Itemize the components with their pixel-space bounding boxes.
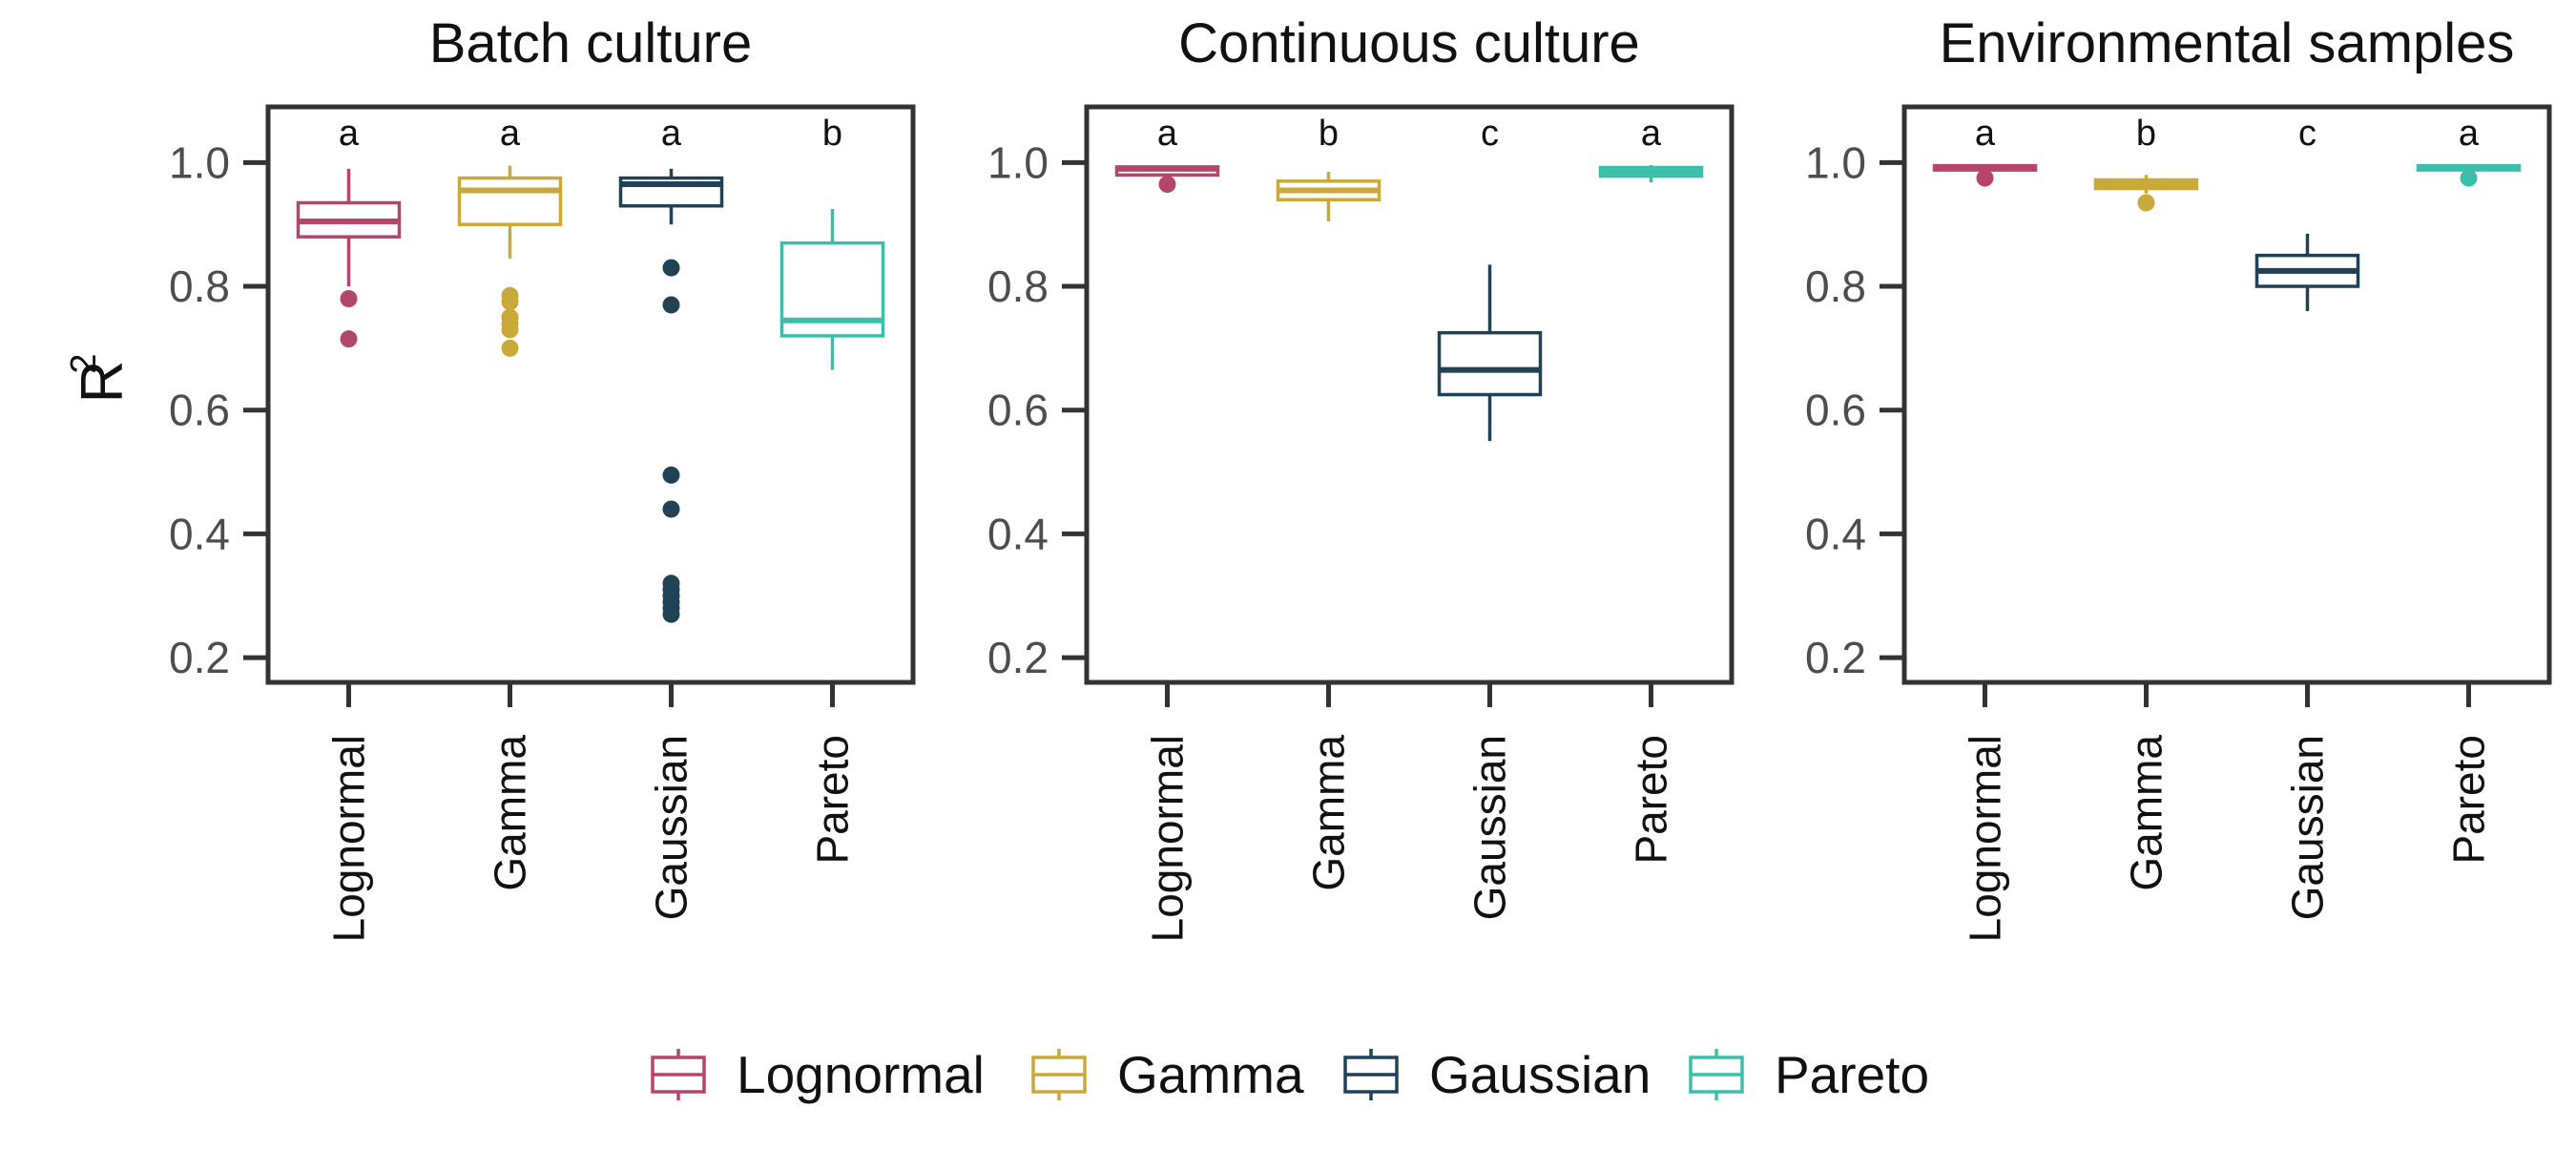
panel-continuous-culture-border bbox=[1084, 104, 1735, 685]
panel-batch-culture-ytick-label: 0.8 bbox=[169, 261, 230, 311]
panel-continuous-culture: Continuous culture 0.2 0.4 0.6 0.8 1.0 Lognorm… bbox=[987, 12, 1735, 942]
legend-item-lognormal: Lognormal bbox=[651, 1045, 985, 1104]
panel-batch-culture-gamma-outlier bbox=[501, 339, 519, 357]
panel-continuous-culture-gaussian-xtick-label: Gaussian bbox=[1465, 735, 1515, 920]
panel-continuous-culture-lognormal-outlier bbox=[1158, 176, 1176, 194]
panel-environmental-samples-gaussian-xtick-label: Gaussian bbox=[2283, 735, 2333, 920]
panel-environmental-samples-ytick-label: 1.0 bbox=[1805, 137, 1866, 187]
panel-batch-culture-border bbox=[265, 104, 916, 685]
panel-batch-culture-gaussian-outlier bbox=[662, 466, 680, 484]
panel-continuous-culture-lognormal-significance-letter: a bbox=[1157, 114, 1178, 154]
panel-environmental-samples: Environmental samples 0.2 0.4 0.6 0.8 1.0 Logn… bbox=[1805, 12, 2552, 942]
panel-batch-culture: Batch culture 0.2 0.4 0.6 0.8 1.0 Lognormal a Ga… bbox=[169, 12, 916, 942]
panel-batch-culture-ytick-label: 0.6 bbox=[169, 386, 230, 435]
panel-environmental-samples-lognormal-outlier bbox=[1976, 169, 1994, 187]
panel-batch-culture-gaussian-outlier bbox=[662, 259, 680, 277]
panel-continuous-culture-title: Continuous culture bbox=[1178, 12, 1640, 74]
legend-item-pareto: Pareto bbox=[1689, 1045, 1929, 1104]
legend-item-gaussian-label: Gaussian bbox=[1429, 1045, 1651, 1104]
panel-batch-culture-gamma-outlier bbox=[501, 293, 519, 311]
panel-batch-culture-gamma-significance-letter: a bbox=[500, 114, 521, 154]
panel-continuous-culture-ytick-label: 0.8 bbox=[987, 261, 1049, 311]
panel-batch-culture-lognormal-significance-letter: a bbox=[339, 114, 360, 154]
panel-continuous-culture-lognormal-xtick-label: Lognormal bbox=[1143, 735, 1193, 942]
panel-batch-culture-title: Batch culture bbox=[429, 12, 753, 74]
panel-environmental-samples-pareto-xtick-label: Pareto bbox=[2444, 735, 2494, 865]
panel-batch-culture-pareto-significance-letter: b bbox=[822, 114, 842, 154]
legend-item-gaussian: Gaussian bbox=[1343, 1045, 1651, 1104]
panel-environmental-samples-pareto-significance-letter: a bbox=[2459, 114, 2480, 154]
panel-environmental-samples-border bbox=[1901, 104, 2552, 685]
panel-batch-culture-lognormal-xtick-label: Lognormal bbox=[324, 735, 374, 942]
legend-item-gamma-label: Gamma bbox=[1117, 1045, 1304, 1104]
panel-environmental-samples-gamma-xtick-label: Gamma bbox=[2122, 735, 2171, 891]
panel-environmental-samples-gamma-outlier bbox=[2137, 194, 2155, 212]
panel-environmental-samples-ytick-label: 0.2 bbox=[1805, 633, 1866, 682]
panel-continuous-culture-pareto-significance-letter: a bbox=[1641, 114, 1662, 154]
legend-item-gamma: Gamma bbox=[1031, 1045, 1304, 1104]
panel-batch-culture-ytick-label: 0.2 bbox=[169, 633, 230, 682]
panel-environmental-samples-gaussian-significance-letter: c bbox=[2298, 114, 2316, 154]
panel-batch-culture-gaussian-outlier bbox=[662, 500, 680, 518]
panel-batch-culture-gaussian-significance-letter: a bbox=[661, 114, 682, 154]
panel-continuous-culture-gaussian-box bbox=[1437, 330, 1543, 397]
panel-environmental-samples-gamma-significance-letter: b bbox=[2136, 114, 2156, 154]
panel-batch-culture-gaussian-outlier bbox=[662, 605, 680, 623]
panel-environmental-samples-title: Environmental samples bbox=[1940, 12, 2515, 74]
legend-item-pareto-label: Pareto bbox=[1775, 1045, 1929, 1104]
panel-batch-culture-gamma-outlier bbox=[501, 321, 519, 339]
panel-batch-culture-gaussian-outlier bbox=[662, 296, 680, 314]
panel-environmental-samples-ytick-label: 0.4 bbox=[1805, 509, 1866, 558]
panel-continuous-culture-pareto-xtick-label: Pareto bbox=[1627, 735, 1676, 865]
panel-batch-culture-gamma-xtick-label: Gamma bbox=[486, 735, 535, 891]
panel-environmental-samples-pareto-outlier bbox=[2460, 169, 2478, 187]
panel-batch-culture-ytick-label: 0.4 bbox=[169, 509, 230, 558]
panel-continuous-culture-gamma-xtick-label: Gamma bbox=[1304, 735, 1354, 891]
panel-batch-culture-lognormal-outlier bbox=[340, 290, 358, 307]
panel-environmental-samples-lognormal-significance-letter: a bbox=[1975, 114, 1996, 154]
panel-continuous-culture-ytick-label: 0.6 bbox=[987, 386, 1049, 435]
panel-batch-culture-gamma-box bbox=[457, 176, 563, 226]
y-axis-label: R bbox=[70, 361, 135, 404]
legend: Lognormal Gamma Gaussian Pareto bbox=[651, 1045, 1929, 1104]
panel-environmental-samples-ytick-label: 0.8 bbox=[1805, 261, 1866, 311]
panel-continuous-culture-ytick-label: 0.2 bbox=[987, 633, 1049, 682]
y-axis-label-superscript: 2 bbox=[64, 353, 104, 373]
panels-group: Batch culture 0.2 0.4 0.6 0.8 1.0 Lognormal a Ga… bbox=[169, 12, 2552, 942]
panel-batch-culture-pareto-xtick-label: Pareto bbox=[808, 735, 858, 865]
panel-batch-culture-gaussian-xtick-label: Gaussian bbox=[647, 735, 696, 920]
panel-batch-culture-ytick-label: 1.0 bbox=[169, 137, 230, 187]
panel-continuous-culture-ytick-label: 0.4 bbox=[987, 509, 1049, 558]
panel-continuous-culture-ytick-label: 1.0 bbox=[987, 137, 1049, 187]
panel-continuous-culture-gaussian-significance-letter: c bbox=[1481, 114, 1499, 154]
panel-environmental-samples-lognormal-xtick-label: Lognormal bbox=[1961, 735, 2010, 942]
panel-environmental-samples-ytick-label: 0.6 bbox=[1805, 386, 1866, 435]
panel-continuous-culture-gamma-significance-letter: b bbox=[1319, 114, 1339, 154]
panel-batch-culture-lognormal-outlier bbox=[340, 330, 358, 348]
legend-item-lognormal-label: Lognormal bbox=[737, 1045, 985, 1104]
